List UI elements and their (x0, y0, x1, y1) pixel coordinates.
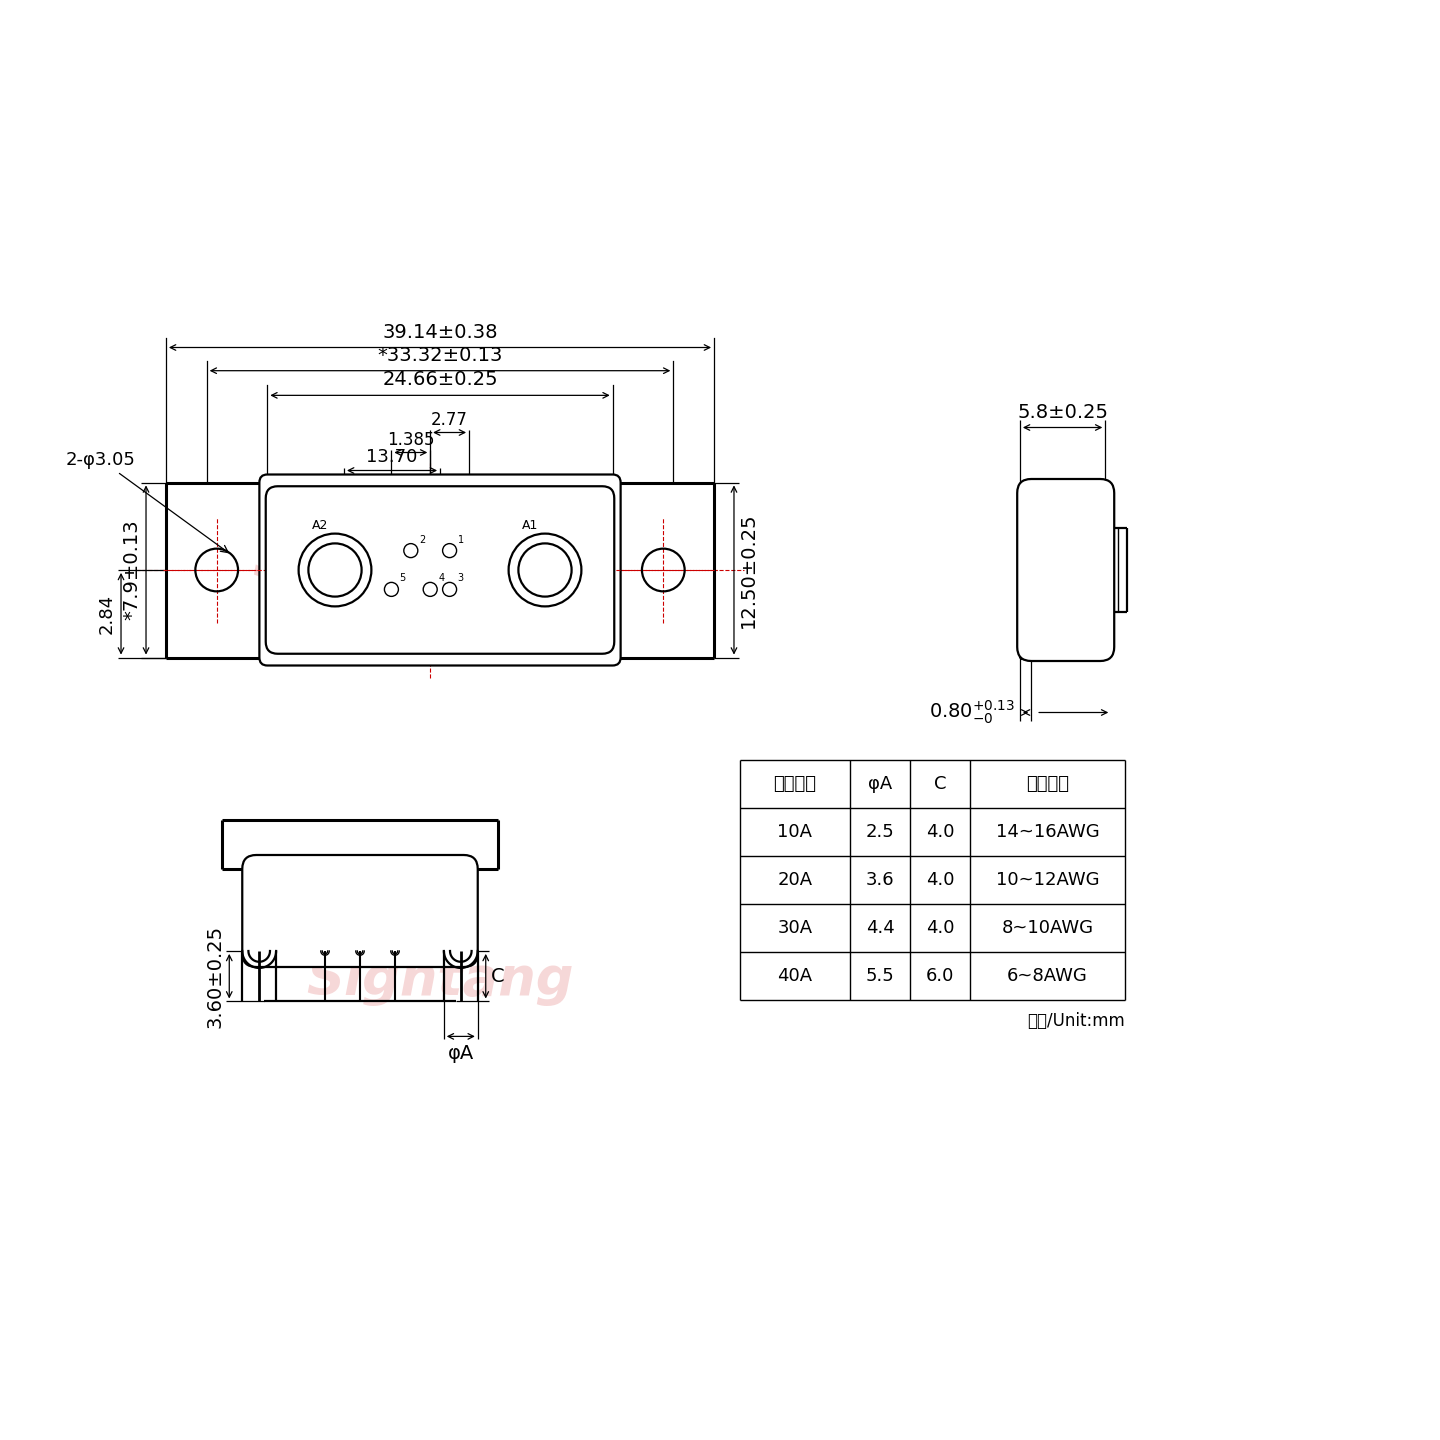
Text: Signtang: Signtang (307, 955, 573, 1007)
Text: 20A: 20A (778, 871, 812, 888)
Text: Signtang: Signtang (252, 530, 569, 590)
Text: 5.8±0.25: 5.8±0.25 (1017, 403, 1109, 422)
Text: 13.70: 13.70 (366, 448, 418, 465)
Text: 3.6: 3.6 (865, 871, 894, 888)
Text: 单位/Unit:mm: 单位/Unit:mm (1027, 1012, 1125, 1030)
Text: 2-φ3.05: 2-φ3.05 (66, 451, 229, 553)
Text: 14~16AWG: 14~16AWG (995, 824, 1099, 841)
Text: 10A: 10A (778, 824, 812, 841)
FancyBboxPatch shape (1017, 480, 1115, 661)
Text: 2.5: 2.5 (865, 824, 894, 841)
FancyBboxPatch shape (259, 475, 621, 665)
Text: 4: 4 (438, 573, 445, 583)
FancyBboxPatch shape (242, 855, 478, 968)
Text: 1: 1 (458, 534, 464, 544)
Text: 10~12AWG: 10~12AWG (995, 871, 1099, 888)
Text: 4.0: 4.0 (926, 871, 955, 888)
Text: 3.60±0.25: 3.60±0.25 (206, 924, 225, 1028)
Text: *7.9±0.13: *7.9±0.13 (122, 520, 141, 621)
Text: 2.77: 2.77 (431, 410, 468, 429)
Text: 3: 3 (458, 573, 464, 583)
Text: $0.80^{+0.13}_{-0}$: $0.80^{+0.13}_{-0}$ (929, 698, 1015, 726)
Text: 2.84: 2.84 (98, 593, 117, 634)
Text: 6.0: 6.0 (926, 968, 955, 985)
Text: A1: A1 (523, 518, 539, 531)
Text: 40A: 40A (778, 968, 812, 985)
Text: A2: A2 (312, 518, 328, 531)
Text: 5.5: 5.5 (865, 968, 894, 985)
Text: 30A: 30A (778, 919, 812, 937)
Text: 12.50±0.25: 12.50±0.25 (739, 513, 757, 628)
Text: 2: 2 (419, 534, 425, 544)
Text: 5: 5 (399, 573, 406, 583)
Text: 4.4: 4.4 (865, 919, 894, 937)
Text: 4.0: 4.0 (926, 824, 955, 841)
Text: 8~10AWG: 8~10AWG (1001, 919, 1093, 937)
Text: 6~8AWG: 6~8AWG (1007, 968, 1087, 985)
FancyBboxPatch shape (266, 487, 615, 654)
Text: φA: φA (868, 775, 893, 793)
Text: 24.66±0.25: 24.66±0.25 (382, 370, 498, 389)
Text: 39.14±0.38: 39.14±0.38 (382, 323, 498, 341)
Text: C: C (491, 966, 504, 986)
Text: 1.385: 1.385 (387, 431, 435, 448)
Text: 4.0: 4.0 (926, 919, 955, 937)
Text: φA: φA (448, 1044, 474, 1063)
Text: 线材规格: 线材规格 (1025, 775, 1068, 793)
Text: *33.32±0.13: *33.32±0.13 (377, 346, 503, 364)
Text: 额定电流: 额定电流 (773, 775, 816, 793)
Text: C: C (933, 775, 946, 793)
